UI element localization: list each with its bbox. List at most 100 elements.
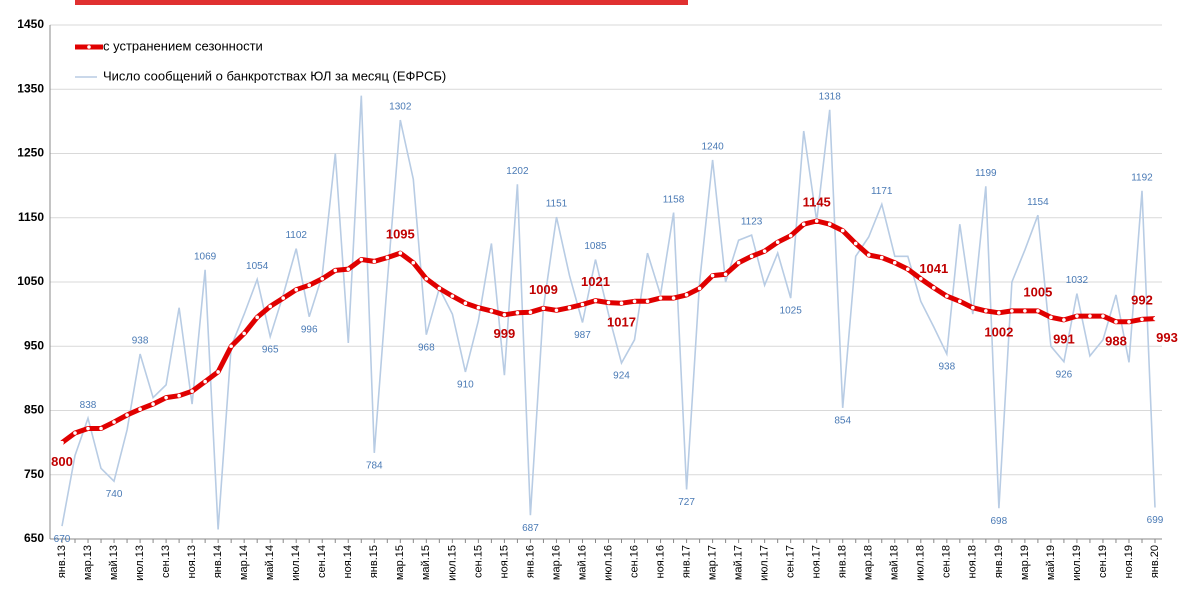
y-tick-label: 1050 bbox=[17, 274, 44, 288]
point bbox=[138, 407, 142, 412]
data-label: 910 bbox=[457, 380, 474, 391]
point bbox=[398, 251, 403, 255]
point bbox=[307, 283, 312, 288]
point bbox=[905, 267, 910, 271]
x-tick-label: сен.19 bbox=[1097, 545, 1109, 578]
data-label: 992 bbox=[1131, 293, 1153, 308]
x-tick-label: янв.20 bbox=[1149, 545, 1161, 578]
point bbox=[1127, 320, 1131, 324]
data-label: 1151 bbox=[546, 199, 568, 210]
point bbox=[528, 310, 533, 314]
point bbox=[463, 301, 468, 306]
point bbox=[671, 296, 676, 300]
point bbox=[853, 241, 858, 246]
x-tick-label: сен.18 bbox=[941, 545, 953, 578]
point bbox=[1049, 315, 1053, 320]
point bbox=[684, 293, 689, 297]
point bbox=[125, 413, 129, 417]
point bbox=[164, 395, 168, 400]
point bbox=[281, 296, 286, 300]
data-label: 991 bbox=[1053, 331, 1075, 346]
point bbox=[762, 249, 767, 253]
point bbox=[541, 306, 546, 311]
legend-label: Число сообщений о банкротствах ЮЛ за мес… bbox=[103, 68, 446, 83]
data-label: 1102 bbox=[285, 230, 307, 241]
x-tick-label: янв.14 bbox=[212, 545, 224, 578]
point bbox=[788, 233, 793, 238]
point bbox=[502, 312, 507, 317]
data-label: 1009 bbox=[529, 282, 558, 297]
x-tick-label: май.13 bbox=[108, 545, 120, 580]
point bbox=[593, 298, 598, 303]
point bbox=[424, 276, 429, 281]
y-tick-label: 650 bbox=[24, 531, 44, 545]
point bbox=[151, 402, 155, 406]
point bbox=[476, 305, 481, 310]
x-tick-label: ноя.17 bbox=[811, 545, 823, 578]
point bbox=[840, 228, 845, 233]
data-label: 968 bbox=[418, 342, 435, 353]
point bbox=[372, 259, 377, 264]
data-label: 1085 bbox=[584, 241, 607, 252]
point bbox=[385, 255, 390, 260]
point bbox=[411, 260, 416, 265]
x-tick-label: ноя.13 bbox=[186, 545, 198, 578]
point bbox=[1153, 316, 1157, 321]
data-label: 1041 bbox=[919, 261, 948, 276]
x-tick-label: июл.16 bbox=[602, 545, 614, 581]
point bbox=[619, 301, 624, 306]
point bbox=[931, 285, 936, 290]
point bbox=[984, 309, 988, 313]
point bbox=[1036, 309, 1040, 313]
point bbox=[1010, 309, 1014, 313]
x-tick-label: ноя.19 bbox=[1123, 545, 1135, 578]
data-label: 687 bbox=[522, 523, 539, 534]
x-tick-label: мар.15 bbox=[394, 545, 406, 580]
data-label: 999 bbox=[494, 326, 516, 341]
x-tick-label: июл.18 bbox=[915, 545, 927, 581]
x-tick-label: июл.19 bbox=[1071, 545, 1083, 581]
data-label: 1199 bbox=[975, 168, 997, 179]
point bbox=[1101, 314, 1105, 318]
y-tick-label: 1350 bbox=[17, 81, 44, 95]
data-label: 987 bbox=[574, 330, 591, 341]
point bbox=[632, 299, 637, 304]
point bbox=[359, 257, 364, 262]
data-label: 1202 bbox=[506, 166, 529, 177]
data-label: 1069 bbox=[194, 251, 217, 262]
y-tick-label: 1450 bbox=[17, 17, 44, 31]
x-tick-label: янв.16 bbox=[524, 545, 536, 578]
point bbox=[1140, 317, 1144, 322]
point bbox=[723, 272, 728, 277]
x-tick-label: июл.15 bbox=[446, 545, 458, 581]
data-label: 699 bbox=[1147, 515, 1164, 526]
data-label: 838 bbox=[80, 400, 97, 411]
x-tick-label: сен.16 bbox=[628, 545, 640, 578]
x-tick-label: мар.14 bbox=[238, 545, 250, 580]
data-label: 670 bbox=[54, 534, 71, 545]
data-label: 1123 bbox=[741, 217, 763, 228]
point bbox=[294, 287, 299, 292]
data-label: 740 bbox=[106, 489, 123, 500]
point bbox=[73, 431, 77, 435]
point bbox=[177, 393, 181, 398]
y-tick-label: 850 bbox=[24, 403, 44, 417]
x-tick-label: янв.18 bbox=[837, 545, 849, 578]
data-label: 988 bbox=[1105, 333, 1127, 348]
x-tick-label: ноя.18 bbox=[967, 545, 979, 578]
x-tick-label: июл.13 bbox=[134, 545, 146, 581]
data-label: 1002 bbox=[984, 324, 1013, 339]
point bbox=[515, 311, 520, 315]
point bbox=[112, 420, 116, 424]
data-label: 727 bbox=[678, 497, 695, 508]
x-tick-label: май.14 bbox=[264, 545, 276, 580]
point bbox=[203, 379, 207, 384]
point bbox=[268, 304, 272, 309]
x-tick-label: июл.17 bbox=[759, 545, 771, 581]
point bbox=[1075, 314, 1079, 318]
data-label: 924 bbox=[613, 371, 630, 382]
point bbox=[1114, 320, 1118, 324]
y-tick-label: 750 bbox=[24, 467, 44, 481]
point bbox=[1088, 314, 1092, 318]
